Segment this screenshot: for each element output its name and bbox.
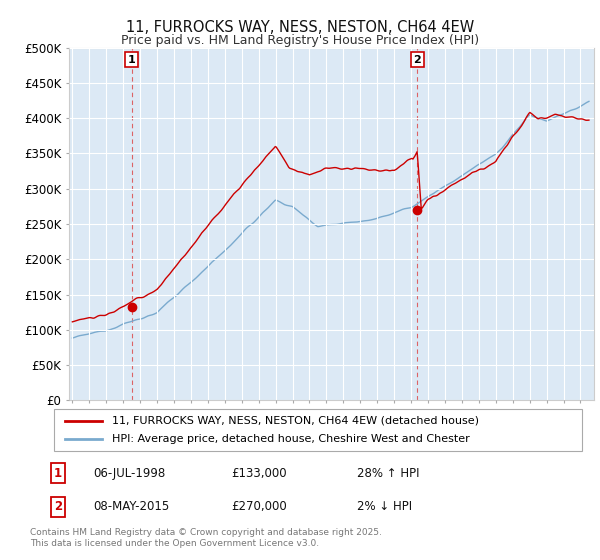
- Text: 11, FURROCKS WAY, NESS, NESTON, CH64 4EW: 11, FURROCKS WAY, NESS, NESTON, CH64 4EW: [126, 20, 474, 35]
- Text: 2: 2: [413, 55, 421, 64]
- Text: 08-MAY-2015: 08-MAY-2015: [93, 500, 169, 514]
- Text: 28% ↑ HPI: 28% ↑ HPI: [357, 466, 419, 480]
- FancyBboxPatch shape: [54, 409, 582, 451]
- Text: HPI: Average price, detached house, Cheshire West and Chester: HPI: Average price, detached house, Ches…: [112, 434, 470, 444]
- Text: Price paid vs. HM Land Registry's House Price Index (HPI): Price paid vs. HM Land Registry's House …: [121, 34, 479, 46]
- Text: Contains HM Land Registry data © Crown copyright and database right 2025.
This d: Contains HM Land Registry data © Crown c…: [30, 528, 382, 548]
- Text: 11, FURROCKS WAY, NESS, NESTON, CH64 4EW (detached house): 11, FURROCKS WAY, NESS, NESTON, CH64 4EW…: [112, 416, 479, 426]
- Text: 1: 1: [128, 55, 136, 64]
- Text: £133,000: £133,000: [231, 466, 287, 480]
- Text: 1: 1: [54, 466, 62, 480]
- Text: 2% ↓ HPI: 2% ↓ HPI: [357, 500, 412, 514]
- Text: 2: 2: [54, 500, 62, 514]
- Text: 06-JUL-1998: 06-JUL-1998: [93, 466, 165, 480]
- Text: £270,000: £270,000: [231, 500, 287, 514]
